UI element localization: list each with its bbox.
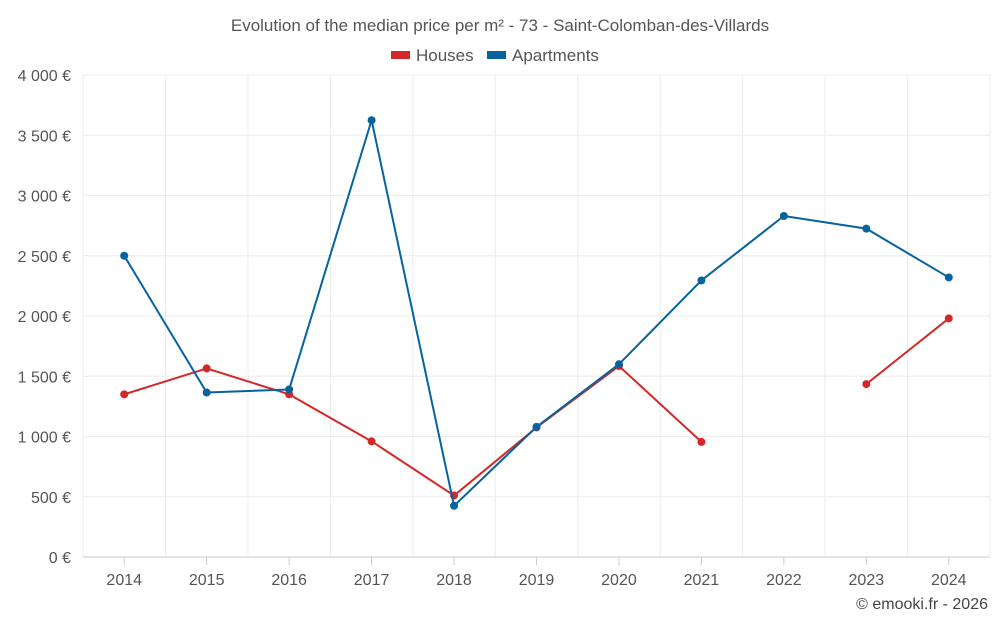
apartments-point-2016[interactable] bbox=[285, 385, 294, 394]
x-tick-label: 2020 bbox=[601, 572, 637, 589]
series-houses bbox=[120, 314, 953, 500]
y-tick-label: 1 000 € bbox=[18, 430, 71, 447]
apartments-point-2014[interactable] bbox=[120, 251, 129, 260]
legend-swatch-houses[interactable] bbox=[391, 51, 410, 59]
x-tick-label: 2021 bbox=[684, 572, 720, 589]
legend-swatch-apartments[interactable] bbox=[487, 51, 506, 59]
y-tick-label: 1 500 € bbox=[18, 369, 71, 386]
legend-label-apartments[interactable]: Apartments bbox=[512, 46, 599, 65]
series-apartments bbox=[120, 116, 953, 510]
houses-line bbox=[123, 365, 703, 497]
x-tick-label: 2018 bbox=[436, 572, 472, 589]
x-tick-label: 2017 bbox=[354, 572, 390, 589]
houses-point-2023[interactable] bbox=[862, 380, 871, 389]
apartments-point-2018[interactable] bbox=[450, 501, 459, 510]
houses-point-2015[interactable] bbox=[202, 364, 211, 373]
apartments-point-2017[interactable] bbox=[367, 116, 376, 125]
y-tick-label: 3 000 € bbox=[18, 189, 71, 206]
apartments-point-2024[interactable] bbox=[944, 273, 953, 282]
apartments-point-2022[interactable] bbox=[779, 211, 788, 220]
y-tick-label: 4 000 € bbox=[18, 68, 71, 85]
x-tick-label: 2016 bbox=[271, 572, 307, 589]
series-layer bbox=[120, 116, 953, 510]
houses-point-2017[interactable] bbox=[367, 437, 376, 446]
x-tick-label: 2015 bbox=[189, 572, 225, 589]
apartments-point-2021[interactable] bbox=[697, 276, 706, 285]
x-axis: 2014 2015 2016 2017 2018 2019 2020 2021 2022 2023… bbox=[83, 556, 990, 589]
y-tick-label: 2 000 € bbox=[18, 309, 71, 326]
houses-point-2024[interactable] bbox=[944, 314, 953, 323]
grid bbox=[82, 74, 991, 558]
x-tick-label: 2019 bbox=[519, 572, 555, 589]
y-tick-label: 500 € bbox=[31, 490, 71, 507]
apartments-point-2023[interactable] bbox=[862, 224, 871, 233]
houses-point-2021[interactable] bbox=[697, 437, 706, 446]
x-tick-label: 2023 bbox=[849, 572, 885, 589]
legend: Houses Apartments bbox=[391, 46, 599, 65]
y-tick-label: 0 € bbox=[49, 550, 71, 567]
x-tick-label: 2024 bbox=[931, 572, 967, 589]
x-tick-label: 2022 bbox=[766, 572, 802, 589]
apartments-point-2020[interactable] bbox=[614, 360, 623, 369]
chart-title: Evolution of the median price per m² - 7… bbox=[231, 16, 769, 35]
y-tick-label: 2 500 € bbox=[18, 249, 71, 266]
houses-point-2014[interactable] bbox=[120, 390, 129, 399]
x-tick-label: 2014 bbox=[106, 572, 142, 589]
y-tick-label: 3 500 € bbox=[18, 128, 71, 145]
y-axis: 0 € 500 € 1 000 € 1 500 € 2 000 € 2 500 € 3 00… bbox=[18, 68, 71, 567]
apartments-point-2019[interactable] bbox=[532, 422, 541, 431]
credit-text: © emooki.fr - 2026 bbox=[856, 596, 988, 613]
houses-line bbox=[865, 317, 950, 385]
legend-label-houses[interactable]: Houses bbox=[416, 46, 474, 65]
apartments-point-2015[interactable] bbox=[202, 388, 211, 397]
